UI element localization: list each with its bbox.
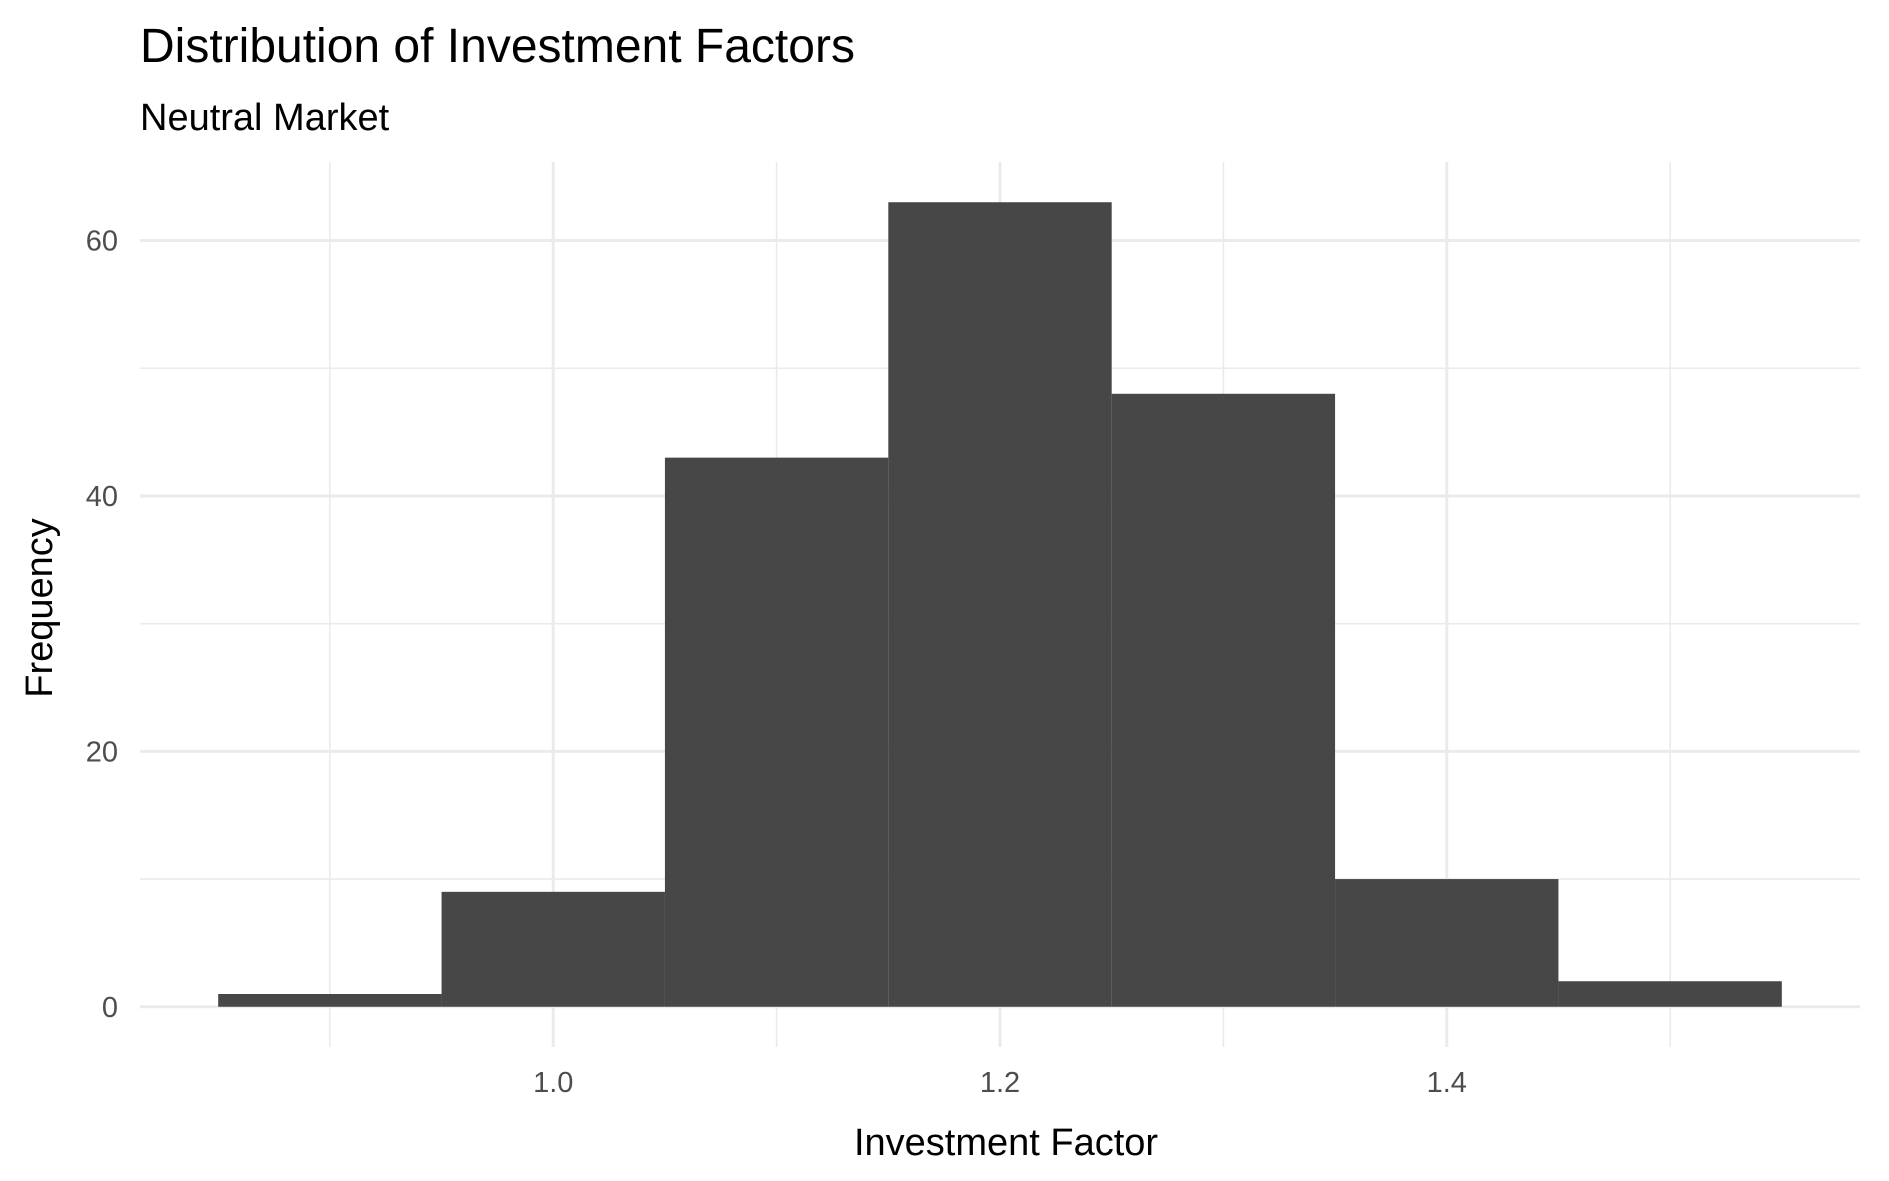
histogram-bar	[441, 891, 665, 1007]
x-tick-label: 1.0	[533, 1067, 573, 1099]
y-tick-label: 20	[86, 736, 118, 768]
x-tick-label: 1.2	[980, 1067, 1020, 1099]
x-axis-tick-labels: 1.0 1.2 1.4	[533, 1067, 1467, 1099]
chart-subtitle: Neutral Market	[140, 97, 390, 139]
y-tick-label: 0	[102, 992, 118, 1024]
histogram-bar	[1111, 393, 1336, 1007]
y-axis-tick-labels: 0 20 40 60	[86, 226, 118, 1024]
histogram-bars	[218, 202, 1782, 1007]
y-axis-title: Frequency	[19, 518, 61, 698]
x-tick-label: 1.4	[1427, 1067, 1467, 1099]
histogram-bar	[664, 457, 889, 1007]
histogram-bar	[1558, 981, 1782, 1007]
histogram-bar	[888, 202, 1112, 1007]
y-tick-label: 40	[86, 481, 118, 513]
chart-title: Distribution of Investment Factors	[140, 20, 855, 73]
x-axis-title: Investment Factor	[854, 1122, 1158, 1164]
histogram-bar	[1335, 879, 1559, 1007]
y-tick-label: 60	[86, 226, 118, 258]
histogram-bar	[218, 994, 442, 1007]
